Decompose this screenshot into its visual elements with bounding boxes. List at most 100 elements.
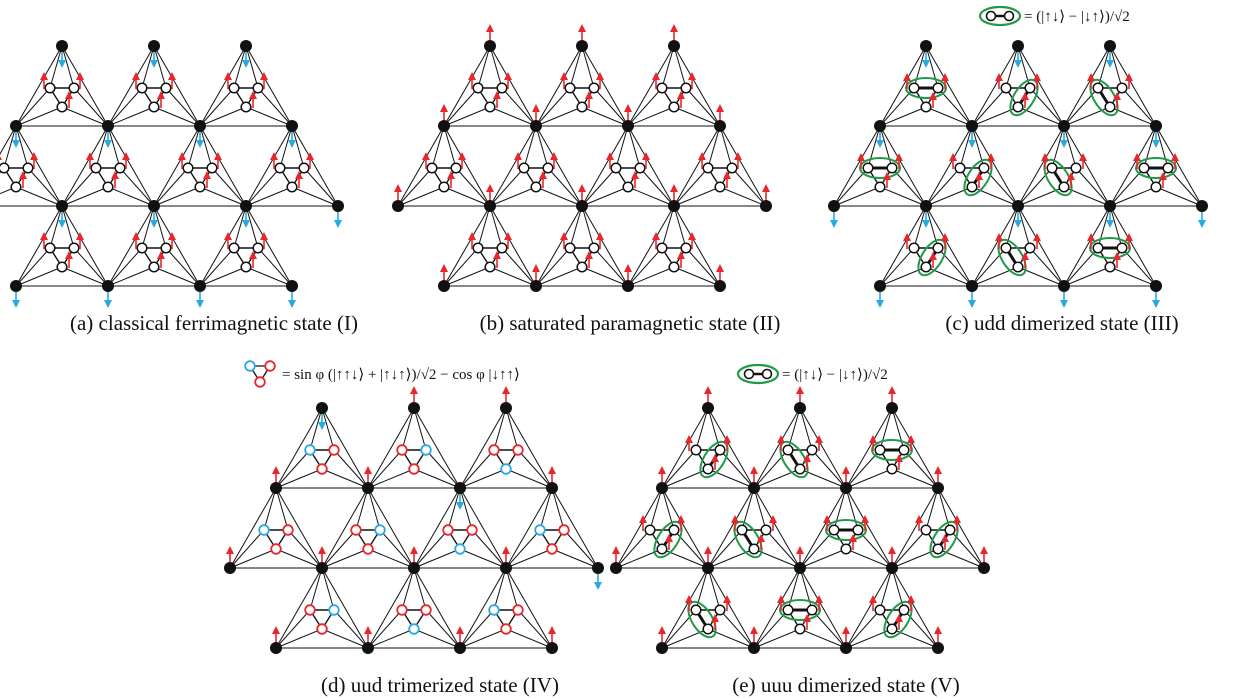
spin-site [194, 181, 206, 193]
spin-site [438, 181, 450, 193]
legend-dimer-text: = (|↑↓⟩ − |↓↑⟩)/√2 [1024, 9, 1130, 25]
inner-bond [275, 628, 323, 649]
inner-bond [489, 266, 537, 287]
spin-site [726, 162, 738, 174]
vertex-node [102, 120, 114, 132]
inner-bond [1109, 266, 1157, 287]
lattice-bond-triangle [879, 204, 973, 287]
spin-site [396, 604, 408, 616]
inner-bond [1063, 106, 1111, 127]
vertex-node [362, 642, 374, 654]
lattice-bond-triangle [15, 204, 109, 287]
dimer-legend-ellipse [978, 5, 1022, 27]
inner-bond [61, 106, 109, 127]
inner-bond [229, 548, 277, 569]
spin-site [420, 444, 432, 456]
inner-bond [879, 247, 915, 287]
vertex-node [286, 280, 298, 292]
lattice-bond-triangle [15, 44, 109, 127]
vertex-node [56, 200, 68, 212]
lattice-bond-triangle [627, 204, 721, 287]
trimer-bond [492, 449, 520, 471]
lattice-bond-triangle [753, 566, 847, 649]
spin-site [488, 604, 500, 616]
spin-site [966, 181, 978, 193]
spin-site [908, 242, 920, 254]
spin-site [932, 242, 944, 254]
lattice-bond-triangle [245, 124, 339, 207]
spin-site [576, 261, 588, 273]
spin-site [702, 162, 714, 174]
inner-bond [1143, 125, 1157, 169]
dimer-ellipse [905, 77, 947, 99]
trimer-bond [400, 449, 428, 471]
inner-bond [257, 87, 293, 127]
inner-bond [581, 167, 617, 207]
spin-site [1058, 181, 1070, 193]
inner-bond [1109, 45, 1123, 89]
spin-site [862, 162, 874, 174]
spin-site [512, 444, 524, 456]
trimer-bond [262, 529, 290, 551]
vertex-node [1012, 40, 1024, 52]
panel-a-classical-ferrimagnetic [0, 40, 344, 308]
inner-bond [199, 186, 247, 207]
inner-bond [489, 167, 525, 207]
spin-site [252, 82, 264, 94]
inner-bond [431, 125, 445, 169]
inner-bond [925, 45, 939, 89]
inner-bond [661, 609, 697, 649]
dimer-ellipse [871, 439, 913, 461]
inner-bond [833, 487, 847, 531]
spin-site [258, 524, 270, 536]
inner-bond [787, 567, 801, 611]
inner-bond [0, 186, 17, 195]
vertex-node [500, 402, 512, 414]
lattice-bond-triangle [535, 44, 629, 127]
inner-bond [615, 125, 629, 169]
inner-bond [581, 266, 629, 287]
vertex-node [576, 40, 588, 52]
spin-site [1024, 242, 1036, 254]
vertex-node [840, 482, 852, 494]
inner-bond [1063, 247, 1099, 287]
inner-bond [321, 567, 335, 611]
lattice-bond-triangle [61, 124, 155, 207]
spin-site [1046, 162, 1058, 174]
dimer-ellipse [1089, 237, 1131, 259]
panel-c-udd-dimerized [828, 40, 1208, 308]
inner-bond [551, 548, 599, 569]
spin-site [304, 444, 316, 456]
inner-bond [61, 205, 75, 249]
inner-bond [505, 468, 553, 489]
inner-bond [489, 186, 537, 207]
spin-site [954, 162, 966, 174]
inner-bond [719, 186, 767, 207]
vertex-node [748, 642, 760, 654]
vertex-node [622, 280, 634, 292]
spin-site [466, 524, 478, 536]
inner-bond [535, 186, 583, 207]
spin-site [56, 101, 68, 113]
inner-bond [355, 487, 369, 531]
vertex-node [794, 402, 806, 414]
spin-site [782, 604, 794, 616]
inner-bond [501, 87, 537, 127]
inner-bond [971, 186, 1019, 207]
inner-bond [15, 125, 29, 169]
vertex-node [10, 120, 22, 132]
inner-bond [799, 548, 847, 569]
spin-site [1000, 82, 1012, 94]
spin-site [656, 242, 668, 254]
inner-bond [649, 487, 663, 531]
spin-site [782, 444, 794, 456]
spin-site [1162, 162, 1174, 174]
spin-site [588, 242, 600, 254]
spin-site [450, 162, 462, 174]
lattice-bond-triangle [707, 486, 801, 569]
inner-bond [493, 567, 507, 611]
inner-bond [891, 529, 927, 569]
inner-bond [539, 487, 553, 531]
vertex-node [240, 200, 252, 212]
legend-dimer-text: = (|↑↓⟩ − |↓↑⟩)/√2 [782, 367, 888, 383]
